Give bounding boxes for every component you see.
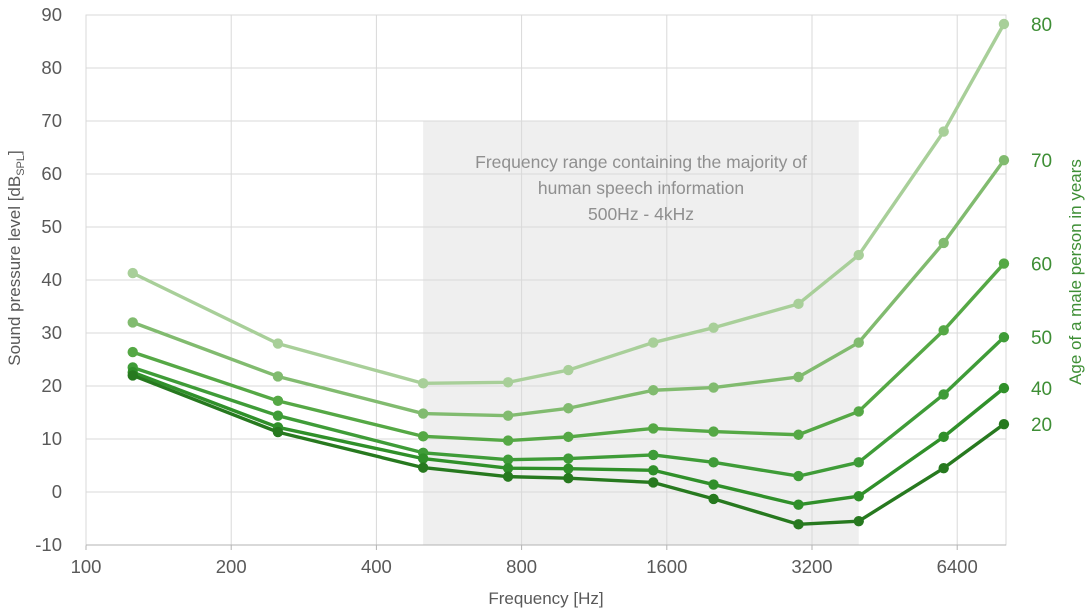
y-tick-label: 10 bbox=[41, 428, 62, 449]
x-tick-label: 800 bbox=[506, 556, 537, 577]
data-point-age-60 bbox=[938, 325, 949, 336]
y-tick-label: -10 bbox=[35, 534, 62, 555]
data-point-age-40 bbox=[417, 453, 429, 464]
age-label-40: 40 bbox=[1031, 379, 1052, 400]
y-tick-label: 80 bbox=[41, 57, 62, 78]
data-point-age-80 bbox=[853, 249, 864, 261]
age-label-20: 20 bbox=[1031, 415, 1052, 436]
y-axis-title-close: ] bbox=[4, 150, 24, 155]
data-point-age-80 bbox=[998, 18, 1010, 30]
data-point-age-40 bbox=[708, 479, 719, 490]
data-point-age-60 bbox=[708, 426, 719, 437]
y-axis-title: Sound pressure level [dBSPL] bbox=[5, 150, 27, 365]
data-point-age-20 bbox=[708, 493, 719, 505]
age-label-50: 50 bbox=[1031, 328, 1052, 349]
data-point-age-20 bbox=[502, 471, 514, 482]
x-tick-label: 200 bbox=[216, 556, 247, 577]
data-point-age-70 bbox=[563, 403, 574, 414]
data-point-age-50 bbox=[793, 470, 804, 482]
data-point-age-40 bbox=[998, 382, 1010, 394]
y-axis-title-main: Sound pressure level [dB bbox=[4, 175, 24, 366]
data-point-age-80 bbox=[793, 298, 804, 310]
data-point-age-50 bbox=[563, 453, 574, 464]
data-point-age-20 bbox=[272, 426, 284, 438]
data-point-age-40 bbox=[563, 463, 574, 474]
data-point-age-80 bbox=[272, 338, 284, 349]
data-point-age-70 bbox=[502, 410, 514, 421]
data-point-age-40 bbox=[502, 462, 514, 474]
y-tick-label: 70 bbox=[41, 110, 62, 131]
data-point-age-80 bbox=[563, 364, 574, 376]
x-tick-label: 6400 bbox=[937, 556, 978, 577]
age-label-60: 60 bbox=[1031, 255, 1052, 276]
y-tick-label: 50 bbox=[41, 216, 62, 237]
data-point-age-40 bbox=[793, 499, 804, 510]
x-tick-label: 3200 bbox=[791, 556, 832, 577]
age-label-80: 80 bbox=[1031, 15, 1052, 36]
data-point-age-70 bbox=[853, 337, 864, 348]
x-axis-title: Frequency [Hz] bbox=[488, 589, 604, 608]
age-label-70: 70 bbox=[1031, 151, 1052, 172]
data-point-age-40 bbox=[648, 465, 659, 476]
data-point-age-20 bbox=[563, 473, 574, 484]
data-point-age-60 bbox=[648, 423, 659, 434]
data-point-age-60 bbox=[272, 395, 284, 407]
y-tick-label: 40 bbox=[41, 269, 62, 290]
right-axis-title: Age of a male person in years bbox=[1066, 159, 1085, 385]
data-point-age-50 bbox=[648, 449, 659, 461]
x-tick-label: 100 bbox=[71, 556, 102, 577]
data-point-age-80 bbox=[648, 337, 659, 348]
data-point-age-60 bbox=[853, 406, 864, 417]
data-point-age-80 bbox=[417, 378, 429, 389]
y-tick-label: 90 bbox=[41, 4, 62, 25]
data-point-age-70 bbox=[708, 382, 719, 393]
data-point-age-80 bbox=[127, 267, 138, 279]
y-axis-title-sub: SPL bbox=[15, 154, 28, 176]
data-point-age-60 bbox=[502, 435, 514, 446]
data-point-age-50 bbox=[272, 410, 284, 421]
data-point-age-50 bbox=[708, 457, 719, 468]
data-point-age-60 bbox=[417, 431, 429, 442]
data-point-age-70 bbox=[127, 317, 138, 328]
x-tick-label: 400 bbox=[361, 556, 392, 577]
data-point-age-50 bbox=[938, 389, 949, 400]
data-point-age-20 bbox=[998, 418, 1010, 430]
y-tick-label: 0 bbox=[52, 481, 62, 502]
data-point-age-70 bbox=[998, 155, 1010, 166]
data-point-age-70 bbox=[648, 385, 659, 396]
data-point-age-70 bbox=[417, 408, 429, 419]
x-tick-label: 1600 bbox=[646, 556, 687, 577]
data-point-age-50 bbox=[853, 457, 864, 468]
data-point-age-70 bbox=[272, 371, 284, 382]
data-point-age-20 bbox=[417, 462, 429, 473]
data-point-age-60 bbox=[563, 431, 574, 443]
data-point-age-40 bbox=[938, 431, 949, 443]
data-point-age-80 bbox=[708, 322, 719, 333]
data-point-age-70 bbox=[938, 237, 949, 249]
data-point-age-50 bbox=[998, 332, 1010, 343]
data-point-age-40 bbox=[853, 491, 864, 502]
y-tick-label: 30 bbox=[41, 322, 62, 343]
data-point-age-20 bbox=[127, 370, 138, 381]
y-tick-label: 20 bbox=[41, 375, 62, 396]
y-tick-label: 60 bbox=[41, 163, 62, 184]
data-point-age-80 bbox=[938, 126, 949, 137]
data-point-age-20 bbox=[853, 515, 864, 527]
data-point-age-20 bbox=[793, 519, 804, 530]
data-point-age-80 bbox=[502, 377, 514, 388]
data-point-age-60 bbox=[998, 258, 1010, 269]
data-point-age-70 bbox=[793, 371, 804, 383]
data-point-age-20 bbox=[648, 477, 659, 488]
data-point-age-20 bbox=[938, 462, 949, 474]
data-point-age-60 bbox=[127, 346, 138, 358]
data-point-age-60 bbox=[793, 429, 804, 440]
data-point-age-50 bbox=[502, 454, 514, 465]
